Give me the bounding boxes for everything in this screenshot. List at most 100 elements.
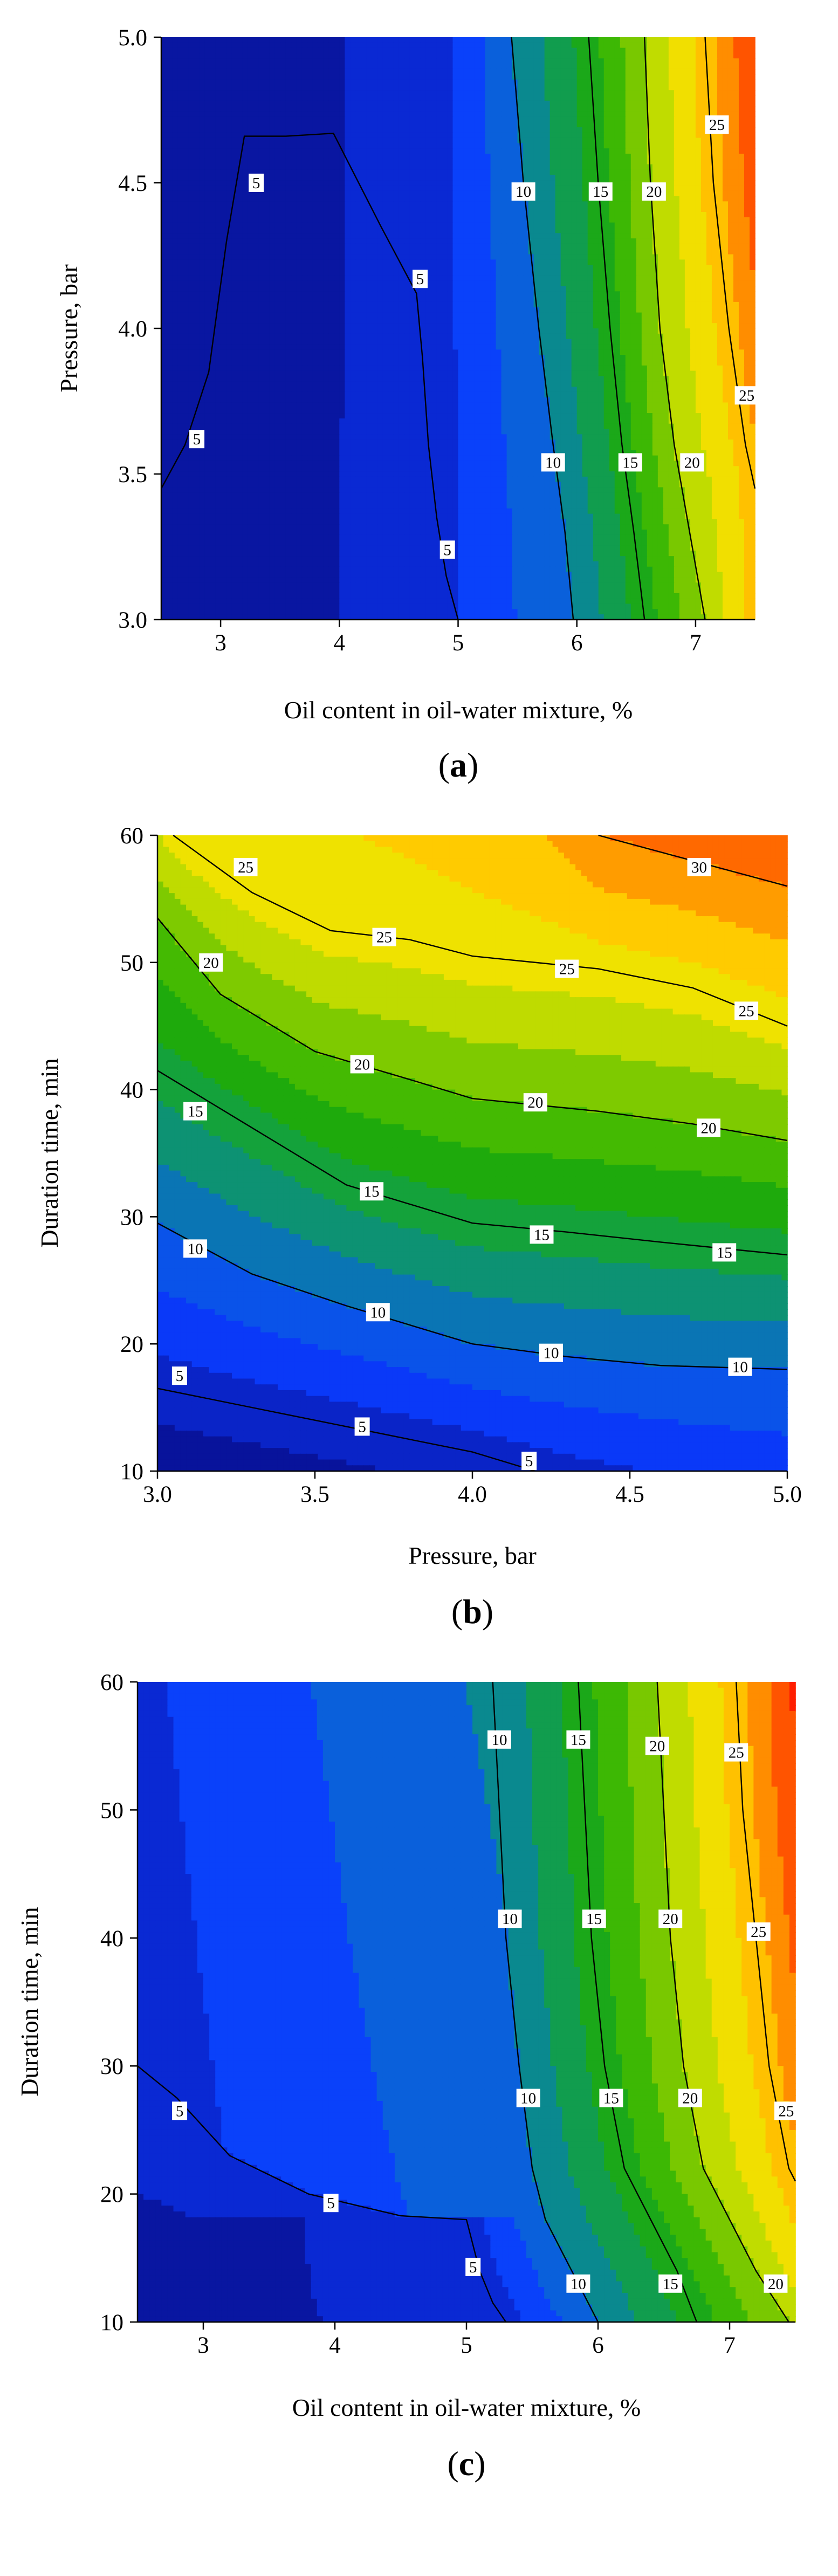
contour-cell xyxy=(436,85,443,91)
contour-cell xyxy=(442,190,448,197)
contour-cell xyxy=(749,196,755,202)
contour-cell xyxy=(636,217,642,223)
contour-cell xyxy=(549,180,556,186)
contour-cell xyxy=(636,169,642,176)
contour-cell xyxy=(301,111,308,118)
contour-cell xyxy=(512,270,518,276)
contour-cell xyxy=(291,185,297,191)
contour-cell xyxy=(253,201,259,207)
contour-cell xyxy=(452,228,459,234)
contour-cell xyxy=(269,42,275,49)
contour-cell xyxy=(415,47,421,54)
contour-cell xyxy=(571,122,578,128)
contour-cell xyxy=(355,207,362,212)
contour-cell xyxy=(382,79,389,86)
contour-cell xyxy=(269,68,275,75)
contour-cell xyxy=(361,47,367,54)
contour-cell xyxy=(253,196,259,202)
contour-cell xyxy=(409,111,416,118)
contour-cell xyxy=(560,143,567,149)
contour-cell xyxy=(711,169,718,176)
contour-cell xyxy=(722,79,729,86)
contour-cell xyxy=(415,228,421,234)
contour-cell xyxy=(393,207,400,212)
contour-cell xyxy=(479,122,486,128)
contour-cell xyxy=(614,164,621,170)
contour-cell xyxy=(657,79,664,86)
contour-cell xyxy=(523,143,529,149)
contour-cell xyxy=(560,190,567,197)
contour-cell xyxy=(711,233,718,239)
contour-cell xyxy=(630,47,637,54)
contour-cell xyxy=(479,243,486,250)
contour-cell xyxy=(717,111,723,118)
contour-cell xyxy=(436,243,443,250)
contour-cell xyxy=(425,106,432,112)
contour-cell xyxy=(199,90,205,96)
contour-cell xyxy=(183,159,189,165)
contour-cell xyxy=(274,265,280,271)
contour-cell xyxy=(566,79,572,86)
contour-cell xyxy=(706,265,712,271)
contour-cell xyxy=(372,164,378,170)
contour-cell xyxy=(210,138,216,144)
contour-cell xyxy=(452,37,459,43)
contour-cell xyxy=(539,228,545,234)
contour-cell xyxy=(280,180,286,186)
contour-cell xyxy=(312,270,319,276)
contour-cell xyxy=(674,212,680,218)
contour-cell xyxy=(479,259,486,265)
contour-cell xyxy=(576,95,583,101)
contour-cell xyxy=(296,196,303,202)
contour-cell xyxy=(452,238,459,244)
contour-cell xyxy=(188,201,194,207)
contour-cell xyxy=(560,233,567,239)
contour-cell xyxy=(641,74,648,80)
contour-cell xyxy=(210,222,216,229)
contour-cell xyxy=(204,275,210,281)
contour-cell xyxy=(248,85,253,91)
contour-cell xyxy=(571,64,578,70)
contour-cell xyxy=(695,265,702,271)
contour-cell xyxy=(399,79,405,86)
contour-cell xyxy=(674,85,680,91)
contour-cell xyxy=(372,159,378,165)
contour-cell xyxy=(614,95,621,101)
contour-cell xyxy=(630,95,637,101)
contour-cell xyxy=(652,243,658,250)
contour-cell xyxy=(339,37,346,43)
contour-cell xyxy=(318,222,324,229)
contour-cell xyxy=(582,132,588,139)
contour-cell xyxy=(679,127,685,133)
contour-cell xyxy=(248,233,253,239)
contour-cell xyxy=(318,132,324,139)
contour-cell xyxy=(258,143,264,149)
contour-cell xyxy=(517,207,524,212)
contour-cell xyxy=(727,201,734,207)
contour-cell xyxy=(533,79,540,86)
contour-cell xyxy=(301,79,308,86)
contour-cell xyxy=(690,154,696,160)
contour-cell xyxy=(636,95,642,101)
contour-cell xyxy=(490,228,497,234)
contour-cell xyxy=(566,95,572,101)
contour-cell xyxy=(674,243,680,250)
contour-cell xyxy=(318,175,324,181)
contour-cell xyxy=(161,238,167,244)
contour-cell xyxy=(598,53,605,59)
contour-cell xyxy=(744,222,750,229)
contour-cell xyxy=(372,275,378,281)
contour-cell xyxy=(663,265,669,271)
contour-cell xyxy=(501,47,507,54)
contour-cell xyxy=(652,127,658,133)
contour-cell xyxy=(474,132,480,139)
contour-cell xyxy=(469,238,475,244)
contour-cell xyxy=(695,207,702,212)
contour-cell xyxy=(727,243,734,250)
contour-cell xyxy=(215,238,221,244)
contour-cell xyxy=(549,37,556,43)
contour-cell xyxy=(312,243,319,250)
contour-cell xyxy=(463,233,470,239)
contour-cell xyxy=(172,233,178,239)
contour-cell xyxy=(339,270,346,276)
